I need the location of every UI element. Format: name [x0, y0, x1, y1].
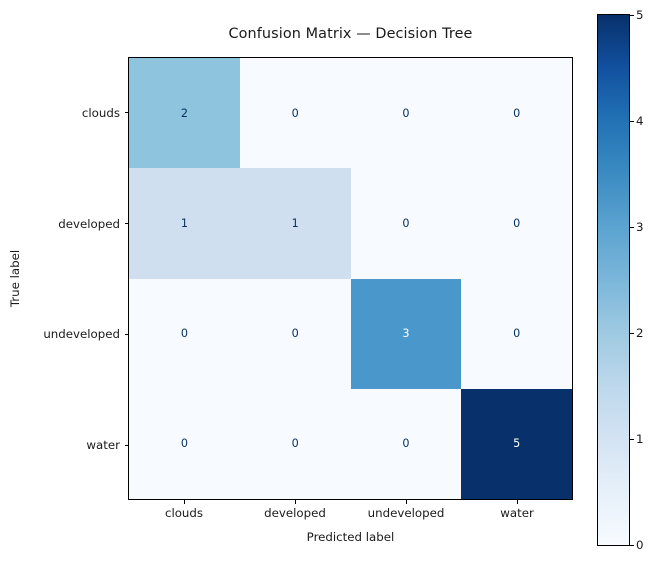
x-tick-label-developed: developed [264, 506, 326, 520]
cell-value: 0 [513, 327, 521, 341]
colorbar-tick-mark [630, 545, 634, 547]
y-tick-label-developed: developed [58, 217, 120, 231]
matrix-cell: 3 [350, 278, 462, 389]
y-tick-mark [124, 112, 128, 114]
matrix-cell: 0 [350, 58, 462, 169]
cell-value: 0 [291, 437, 299, 451]
cell-value: 1 [291, 216, 299, 230]
matrix-cell: 2 [129, 58, 240, 169]
colorbar-tick-label: 3 [636, 220, 644, 234]
x-tick-mark [294, 500, 296, 504]
matrix-cell: 1 [129, 168, 240, 279]
cell-value: 0 [402, 216, 410, 230]
heatmap-grid: 2 0 0 0 1 1 0 0 0 [129, 58, 572, 499]
x-tick-mark [406, 500, 408, 504]
y-tick-mark [124, 444, 128, 446]
colorbar-tick-mark [630, 15, 634, 17]
x-axis-label: Predicted label [306, 530, 395, 544]
colorbar-tick-mark [630, 227, 634, 229]
colorbar-gradient [597, 14, 630, 546]
colorbar-tick-label: 5 [636, 8, 644, 22]
cell-value: 0 [402, 106, 410, 120]
matrix-cell: 0 [350, 168, 462, 279]
y-tick-mark [124, 223, 128, 225]
colorbar-tick-mark [630, 121, 634, 123]
matrix-cell: 0 [129, 278, 240, 389]
cell-value: 2 [180, 106, 188, 120]
y-tick-label-clouds: clouds [81, 106, 120, 120]
x-tick-label-clouds: clouds [164, 506, 204, 520]
cell-value: 1 [180, 216, 188, 230]
colorbar-tick-label: 2 [636, 326, 644, 340]
colorbar-tick-label: 0 [636, 538, 644, 552]
colorbar-tick-mark [630, 333, 634, 335]
x-tick-label-undeveloped: undeveloped [367, 506, 445, 520]
matrix-cell: 0 [239, 278, 351, 389]
matrix-cell: 0 [350, 388, 462, 499]
matrix-cell: 0 [461, 168, 572, 279]
cell-value: 0 [291, 327, 299, 341]
cell-value: 0 [180, 327, 188, 341]
cell-value: 0 [513, 216, 521, 230]
matrix-cell: 0 [461, 58, 572, 169]
colorbar-tick-label: 1 [636, 432, 644, 446]
cell-value: 0 [513, 106, 521, 120]
heatmap-axes: 2 0 0 0 1 1 0 0 0 [128, 57, 573, 500]
x-tick-mark [183, 500, 185, 504]
x-tick-mark [517, 500, 519, 504]
cell-value: 3 [402, 327, 410, 341]
matrix-cell: 0 [239, 58, 351, 169]
matrix-cell: 1 [239, 168, 351, 279]
colorbar: 5 4 3 2 1 0 [597, 8, 644, 552]
matrix-cell: 5 [461, 388, 572, 499]
matrix-cell: 0 [239, 388, 351, 499]
y-tick-mark [124, 333, 128, 335]
x-tick-label-water: water [500, 506, 534, 520]
cell-value: 5 [513, 437, 521, 451]
matrix-cell: 0 [461, 278, 572, 389]
cell-value: 0 [402, 437, 410, 451]
cell-value: 0 [291, 106, 299, 120]
cell-value: 0 [180, 437, 188, 451]
matrix-cell: 0 [129, 388, 240, 499]
y-tick-label-undeveloped: undeveloped [43, 327, 120, 341]
colorbar-tick-label: 4 [636, 114, 644, 128]
colorbar-tick-mark [630, 439, 634, 441]
chart-title: Confusion Matrix — Decision Tree [228, 26, 473, 42]
y-axis-label: True label [8, 249, 22, 308]
y-tick-label-water: water [86, 438, 120, 452]
